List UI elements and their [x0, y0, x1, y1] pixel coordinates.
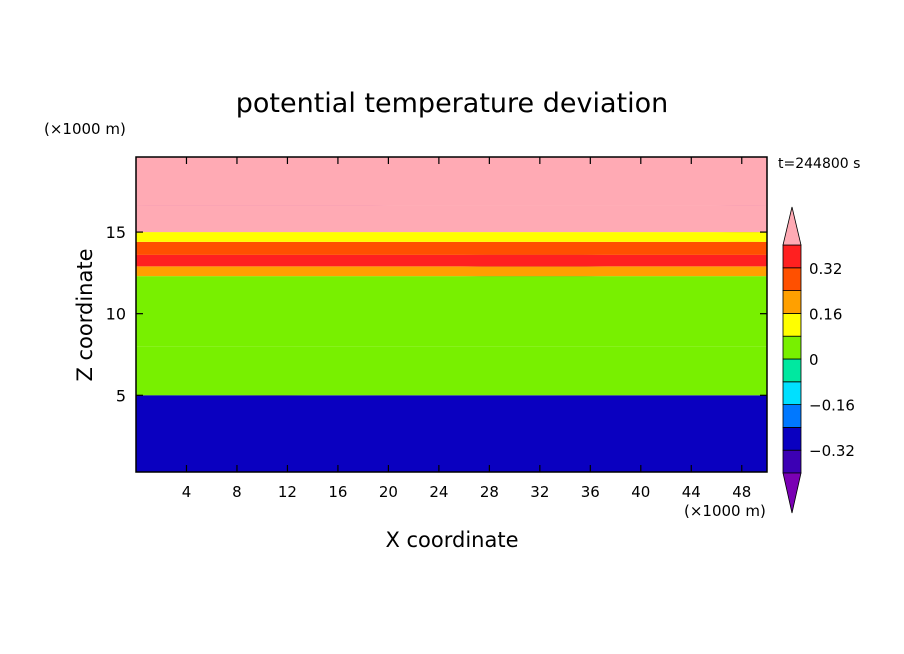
x-tick-label: 24 [429, 483, 448, 501]
x-tick-label: 16 [328, 483, 347, 501]
chart-title: potential temperature deviation [236, 88, 668, 119]
colorbar-extend-top [782, 206, 802, 246]
colorbar: 0.32 0.16 0 −0.16 −0.32 [782, 206, 855, 514]
contour-region-6 [136, 232, 767, 242]
x-tick-label: 12 [278, 483, 297, 501]
colorbar-tick-label: 0.16 [809, 305, 842, 323]
x-tick-label: 4 [182, 483, 192, 501]
x-tick-label: 36 [581, 483, 600, 501]
y-axis-unit-label: (×1000 m) [44, 120, 126, 138]
x-axis-ticks: 4 8 12 16 20 24 28 32 36 40 44 48 [182, 157, 751, 501]
colorbar-band [782, 449, 802, 474]
contour-region-0 [136, 395, 767, 472]
x-axis-label: X coordinate [385, 528, 518, 552]
colorbar-band [782, 244, 802, 269]
contour-field [136, 157, 767, 472]
x-tick-label: 8 [232, 483, 242, 501]
x-tick-label: 28 [480, 483, 499, 501]
plot-frame [135, 156, 768, 473]
y-axis-label: Z coordinate [73, 248, 97, 381]
colorbar-band [782, 335, 802, 360]
y-tick-label: 10 [106, 305, 126, 324]
contour-region-2 [136, 276, 767, 347]
colorbar-tick-label: −0.16 [809, 397, 855, 415]
colorbar-band [782, 312, 802, 337]
y-tick-label: 15 [106, 223, 126, 242]
contour-region-4 [136, 254, 767, 267]
y-axis-ticks: 5 10 15 [106, 223, 767, 405]
colorbar-extend-bottom [782, 472, 802, 514]
x-tick-label: 48 [732, 483, 751, 501]
contour-region-1 [136, 346, 767, 396]
contour-region-3 [136, 266, 767, 277]
colorbar-tick-label: 0 [809, 351, 819, 369]
y-tick-label: 5 [116, 386, 126, 405]
colorbar-tick-label: 0.32 [809, 260, 842, 278]
x-tick-label: 20 [379, 483, 398, 501]
time-label: t=244800 s [778, 156, 860, 172]
colorbar-band [782, 358, 802, 383]
colorbar-band [782, 267, 802, 291]
colorbar-band [782, 290, 802, 314]
x-axis-unit-label: (×1000 m) [684, 502, 766, 520]
x-tick-label: 32 [530, 483, 549, 501]
x-tick-label: 44 [682, 483, 701, 501]
x-tick-label: 40 [631, 483, 650, 501]
contour-region-5 [136, 241, 767, 255]
colorbar-band [782, 404, 802, 428]
contour-region-8 [136, 157, 767, 206]
colorbar-band [782, 381, 802, 405]
colorbar-band [782, 426, 802, 451]
colorbar-tick-label: −0.32 [809, 442, 855, 460]
contour-region-7 [136, 205, 767, 233]
